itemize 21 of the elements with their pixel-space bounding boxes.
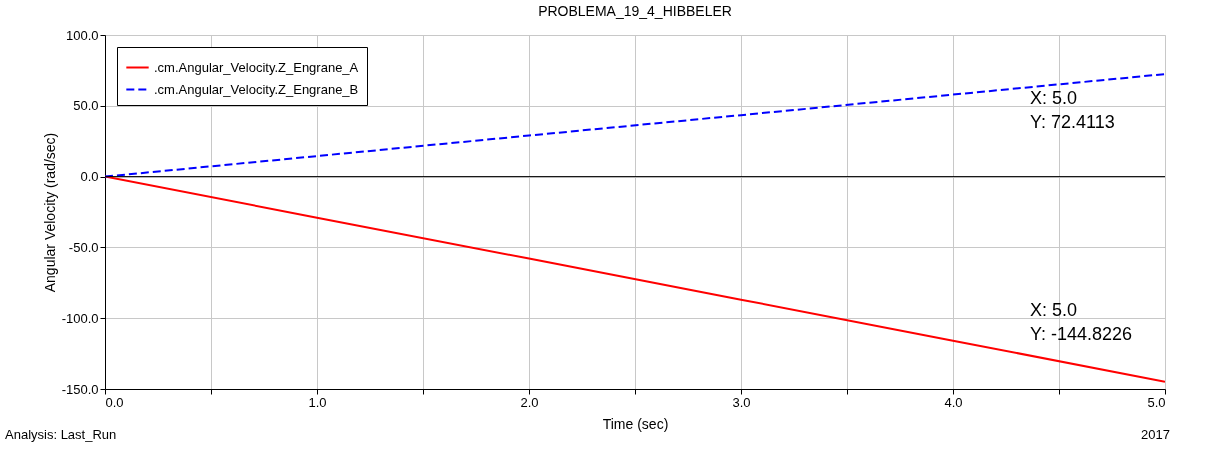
legend-label: .cm.Angular_Velocity.Z_Engrane_A xyxy=(154,59,359,75)
x-tick-label: 5.0 xyxy=(1147,394,1166,410)
legend-label: .cm.Angular_Velocity.Z_Engrane_B xyxy=(154,81,359,97)
y-tick-label: 50.0 xyxy=(73,98,99,114)
x-tick-label: 2.0 xyxy=(520,394,539,410)
y-tick-label: -100.0 xyxy=(61,310,99,326)
annotation: X: 5.0 Y: 72.4113 xyxy=(1030,88,1115,133)
x-tick-label: 3.0 xyxy=(732,394,751,410)
x-axis-title: Time (sec) xyxy=(602,415,669,432)
chart-title: PROBLEMA_19_4_HIBBELER xyxy=(538,3,732,19)
text: Analysis: Last_Run xyxy=(5,427,117,442)
y-tick-label: 100.0 xyxy=(65,27,99,43)
text: 2017 xyxy=(1141,427,1170,442)
annotation: X: 5.0 Y: -144.8226 xyxy=(1030,299,1133,344)
x-tick-label: 1.0 xyxy=(308,394,327,410)
y-tick-label: 0.0 xyxy=(80,169,99,185)
y-tick-label: -50.0 xyxy=(68,239,99,255)
y-tick-label: -150.0 xyxy=(61,381,99,397)
x-tick-label: 0.0 xyxy=(105,394,124,410)
y-axis-title: Angular Velocity (rad/sec) xyxy=(41,132,58,293)
x-tick-label: 4.0 xyxy=(944,394,963,410)
